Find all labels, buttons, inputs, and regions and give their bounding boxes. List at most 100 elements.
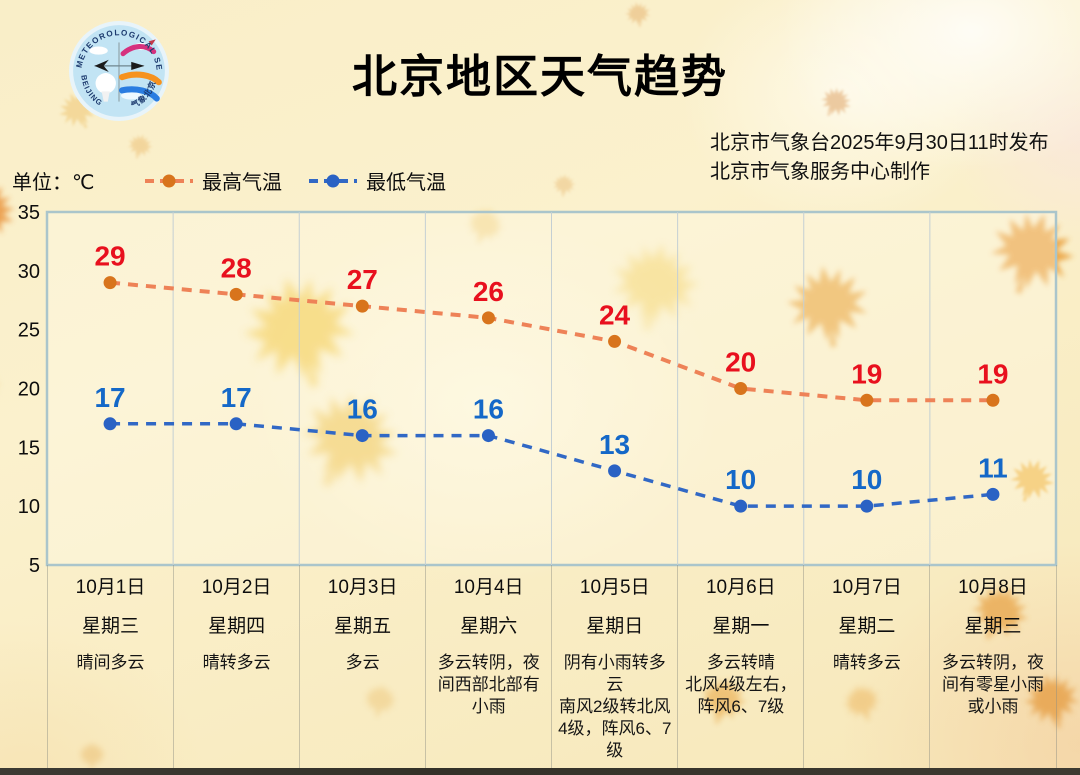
day-weekday: 星期一 xyxy=(712,616,770,637)
max-temp-value-label: 19 xyxy=(851,358,882,389)
min-temp-point xyxy=(229,417,243,431)
maple-leaf-icon xyxy=(232,263,369,401)
day-column-8: 10月8日 星期三 多云转阴，夜间有零星小雨或小雨 xyxy=(929,565,1055,768)
day-weekday: 星期六 xyxy=(460,616,518,637)
day-weather-text: 多云 xyxy=(345,653,380,672)
issue-info: 北京市气象台2025年9月30日11时发布 北京市气象服务中心制作 xyxy=(710,129,1049,187)
day-column-6: 10月6日星期一多云转晴 北风4级左右，阵风6、7级 xyxy=(677,565,803,768)
y-axis-tick-label: 5 xyxy=(29,555,40,577)
day-date: 10月5日 xyxy=(579,577,650,598)
day-column-7: 10月7日星期二晴转多云 xyxy=(803,565,929,768)
min-temp-value-label: 13 xyxy=(599,429,630,460)
legend-label-min-temp: 最低气温 xyxy=(366,172,446,194)
max-temp-point xyxy=(608,334,622,348)
logo-plane-icon xyxy=(148,39,156,46)
max-temp-point xyxy=(229,287,243,301)
max-temp-value-label: 28 xyxy=(221,252,252,283)
chart-legend: 最高气温 最低气温 xyxy=(144,166,446,195)
min-temp-line-swatch-icon xyxy=(309,174,357,187)
max-temp-point xyxy=(481,311,495,325)
day-date: 10月4日 xyxy=(453,577,524,598)
max-temp-point xyxy=(986,393,1000,407)
issue-line-1: 北京市气象台2025年9月30日11时发布 xyxy=(710,132,1049,154)
day-column-2: 10月2日星期四晴转多云 xyxy=(173,565,299,768)
day-column-1: 10月1日星期三晴间多云 xyxy=(48,565,173,768)
max-temp-value-label: 29 xyxy=(94,241,125,272)
day-column-4: 10月4日星期六多云转阴，夜间西部北部有小雨 xyxy=(425,565,551,768)
maple-leaf-icon xyxy=(604,235,705,337)
max-temp-point xyxy=(103,276,117,290)
min-temp-point xyxy=(860,499,874,513)
day-date: 10月7日 xyxy=(832,577,902,598)
logo-red-swoosh xyxy=(120,43,157,57)
max-temp-line xyxy=(109,280,993,403)
legend-label-max-temp: 最高气温 xyxy=(202,172,282,194)
max-temp-value-label: 24 xyxy=(599,299,631,330)
logo-weather-balloon xyxy=(95,73,116,94)
y-axis-tick-label: 25 xyxy=(18,320,40,342)
maple-leaf-icon xyxy=(551,173,577,198)
day-column-3: 10月3日星期五多云 xyxy=(299,565,425,768)
min-temp-value-label: 11 xyxy=(978,452,1008,483)
min-temp-line xyxy=(110,422,994,508)
min-temp-point xyxy=(103,417,117,431)
y-axis-tick-label: 20 xyxy=(18,379,40,401)
maple-leaf-icon xyxy=(460,201,509,250)
logo-orange-swoosh xyxy=(119,71,162,86)
page-title: 北京地区天气趋势 xyxy=(351,51,728,102)
plot-area xyxy=(45,210,1058,567)
day-date: 10月2日 xyxy=(201,577,272,598)
maple-leaf-icon xyxy=(623,0,653,29)
day-weekday: 星期三 xyxy=(964,616,1022,637)
maple-leaf-icon xyxy=(0,362,5,409)
day-weekday: 星期四 xyxy=(208,616,266,637)
min-temp-value-label: 16 xyxy=(347,394,378,425)
y-axis-tick-label: 35 xyxy=(18,202,40,224)
max-temp-line-swatch-icon xyxy=(145,174,193,187)
legend-item-min-temp: 最低气温 xyxy=(308,166,446,195)
min-temp-value-label: 17 xyxy=(221,382,252,413)
unit-label: 单位：℃ xyxy=(12,172,95,194)
maple-leaf-icon xyxy=(282,374,416,508)
legend-item-max-temp: 最高气温 xyxy=(144,166,282,195)
y-axis-tick-label: 10 xyxy=(18,496,40,518)
day-weather-text: 阴有小雨转多云 南风2级转北风4级，阵风6、7级 xyxy=(558,653,672,760)
max-temp-point xyxy=(355,299,369,313)
maple-leaf-icon xyxy=(979,200,1080,306)
min-temp-value-label: 10 xyxy=(725,464,756,495)
min-temp-value-label: 16 xyxy=(473,394,504,425)
max-temp-value-label: 19 xyxy=(977,358,1008,389)
logo-wind-vane-icon xyxy=(94,59,109,73)
day-weather-text: 多云转阴，夜间西部北部有小雨 xyxy=(437,653,540,716)
max-temp-value-label: 27 xyxy=(347,264,378,295)
day-date: 10月6日 xyxy=(705,577,776,598)
min-temp-value-label: 17 xyxy=(94,382,125,413)
min-temp-point xyxy=(734,499,748,513)
issue-line-2: 北京市气象服务中心制作 xyxy=(710,161,930,183)
day-weekday: 星期日 xyxy=(586,616,644,637)
beijing-meteorological-service-logo: METEOROLOGICAL SERVICE BEIJING 气象北京 xyxy=(68,20,169,121)
min-temp-point xyxy=(608,464,622,478)
maple-leaf-icon xyxy=(782,260,874,353)
maple-leaf-icon xyxy=(1003,452,1060,509)
bottom-border-strip xyxy=(0,768,1080,775)
max-temp-value-label: 20 xyxy=(725,347,756,378)
min-temp-value-label: 10 xyxy=(851,464,882,495)
day-weekday: 星期二 xyxy=(838,616,896,637)
min-temp-point xyxy=(481,429,495,443)
day-date: 10月8日 xyxy=(958,577,1028,598)
day-weather-text: 晴转多云 xyxy=(832,653,901,672)
day-weekday: 星期三 xyxy=(82,616,140,637)
day-date: 10月3日 xyxy=(327,577,398,598)
day-weather-text: 晴间多云 xyxy=(76,653,145,672)
max-temp-point xyxy=(734,382,748,395)
day-weather-text: 晴转多云 xyxy=(202,653,271,672)
day-date: 10月1日 xyxy=(75,577,146,598)
day-weather-text: 多云转晴 北风4级左右，阵风6、7级 xyxy=(685,653,797,716)
day-weekday: 星期五 xyxy=(334,616,392,637)
y-axis-tick-label: 30 xyxy=(18,261,40,283)
min-temp-point xyxy=(986,487,1000,501)
min-temp-point xyxy=(355,429,369,443)
logo-blue-swoosh xyxy=(119,86,160,102)
day-column-5: 10月5日星期日阴有小雨转多云 南风2级转北风4级，阵风6、7级 xyxy=(551,565,677,768)
